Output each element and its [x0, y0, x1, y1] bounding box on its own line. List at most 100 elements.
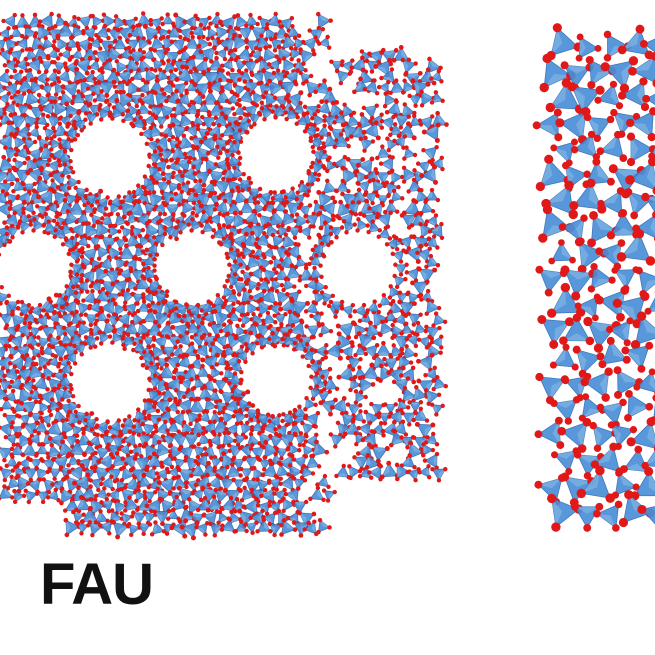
oxygen-atom	[55, 36, 61, 41]
oxygen-atom	[130, 225, 135, 230]
oxygen-atom	[116, 229, 122, 234]
tetrahedron-highlight	[184, 49, 192, 59]
oxygen-atom	[326, 303, 332, 309]
oxygen-atom	[417, 187, 422, 193]
oxygen-atom	[14, 369, 20, 374]
tetrahedron-highlight	[41, 61, 53, 65]
sio4-tetrahedron	[242, 58, 259, 75]
tetrahedron-highlight	[4, 122, 11, 138]
oxygen-atom	[221, 176, 226, 182]
oxygen-atom	[86, 243, 91, 249]
oxygen-atom	[189, 79, 195, 84]
oxygen-atom	[185, 330, 190, 335]
oxygen-atom	[32, 158, 38, 163]
oxygen-atom	[391, 57, 397, 63]
oxygen-atom	[435, 110, 440, 116]
oxygen-atom	[239, 312, 245, 318]
tetrahedron-highlight	[293, 60, 300, 72]
oxygen-atom	[111, 79, 117, 85]
oxygen-atom	[439, 221, 444, 227]
oxygen-atom	[387, 57, 393, 63]
oxygen-atom	[287, 309, 293, 315]
tetrahedron-highlight	[421, 91, 434, 99]
oxygen-atom	[303, 214, 308, 219]
sio4-tetrahedron	[261, 45, 279, 64]
tetrahedron-highlight	[161, 125, 170, 135]
sio4-tetrahedron	[127, 22, 146, 41]
oxygen-atom	[189, 363, 195, 369]
oxygen-atom	[385, 136, 390, 141]
oxygen-atom	[170, 122, 176, 128]
oxygen-atom	[294, 212, 300, 217]
oxygen-atom	[23, 24, 28, 29]
sio4-tetrahedron	[165, 24, 183, 40]
oxygen-atom	[340, 122, 346, 128]
tetrahedron-highlight	[437, 113, 447, 125]
oxygen-atom	[356, 181, 361, 186]
oxygen-atom	[196, 108, 201, 114]
oxygen-atom	[279, 104, 285, 109]
oxygen-atom	[128, 93, 133, 98]
oxygen-atom	[170, 324, 176, 330]
oxygen-atom	[194, 145, 200, 151]
oxygen-atom	[189, 136, 194, 141]
oxygen-atom	[14, 41, 19, 47]
oxygen-atom	[155, 220, 161, 225]
tetrahedron-highlight	[47, 84, 53, 95]
oxygen-atom	[11, 188, 16, 194]
tetrahedron-highlight	[246, 14, 252, 26]
oxygen-atom	[0, 122, 3, 127]
oxygen-atom	[149, 66, 154, 72]
oxygen-atom	[178, 34, 183, 40]
oxygen-atom	[12, 134, 17, 139]
oxygen-atom	[124, 243, 129, 249]
oxygen-atom	[141, 268, 146, 273]
oxygen-atom	[424, 279, 430, 285]
oxygen-atom	[339, 348, 344, 354]
oxygen-atom	[35, 204, 40, 209]
oxygen-atom	[148, 18, 153, 23]
oxygen-atom	[240, 323, 246, 328]
oxygen-atom	[76, 16, 81, 22]
oxygen-atom	[8, 112, 14, 118]
oxygen-atom	[125, 221, 130, 226]
tetrahedron-highlight	[179, 121, 193, 127]
oxygen-atom	[337, 215, 342, 221]
sio4-tetrahedron	[429, 90, 445, 105]
oxygen-atom	[390, 155, 395, 160]
oxygen-atom	[225, 140, 230, 146]
oxygen-atom	[129, 231, 135, 237]
oxygen-atom	[166, 164, 171, 170]
oxygen-atom	[236, 26, 241, 32]
sio4-tetrahedron	[177, 111, 195, 130]
oxygen-atom	[330, 217, 336, 222]
oxygen-atom	[32, 12, 38, 18]
oxygen-atom	[68, 35, 74, 41]
oxygen-atom	[106, 27, 111, 33]
oxygen-atom	[419, 103, 425, 108]
tetrahedron-highlight	[60, 49, 70, 55]
oxygen-atom	[96, 79, 102, 85]
oxygen-atom	[122, 304, 127, 309]
oxygen-atom	[9, 74, 14, 80]
oxygen-atom	[32, 33, 38, 39]
oxygen-atom	[96, 299, 101, 304]
oxygen-atom	[290, 24, 295, 29]
oxygen-atom	[403, 72, 409, 77]
oxygen-atom	[246, 175, 252, 181]
oxygen-atom	[156, 25, 162, 31]
oxygen-atom	[356, 187, 362, 193]
oxygen-atom	[165, 47, 171, 52]
oxygen-atom	[361, 105, 367, 111]
oxygen-atom	[57, 116, 62, 121]
tetrahedron-highlight	[191, 24, 201, 34]
oxygen-atom	[214, 55, 219, 61]
tetrahedron-highlight	[251, 27, 267, 33]
oxygen-atom	[231, 199, 236, 205]
oxygen-atom	[184, 126, 189, 132]
sio4-tetrahedron	[254, 33, 272, 51]
oxygen-atom	[444, 122, 449, 127]
oxygen-atom	[106, 313, 111, 318]
oxygen-atom	[62, 343, 68, 348]
tetrahedron-highlight	[95, 83, 101, 97]
